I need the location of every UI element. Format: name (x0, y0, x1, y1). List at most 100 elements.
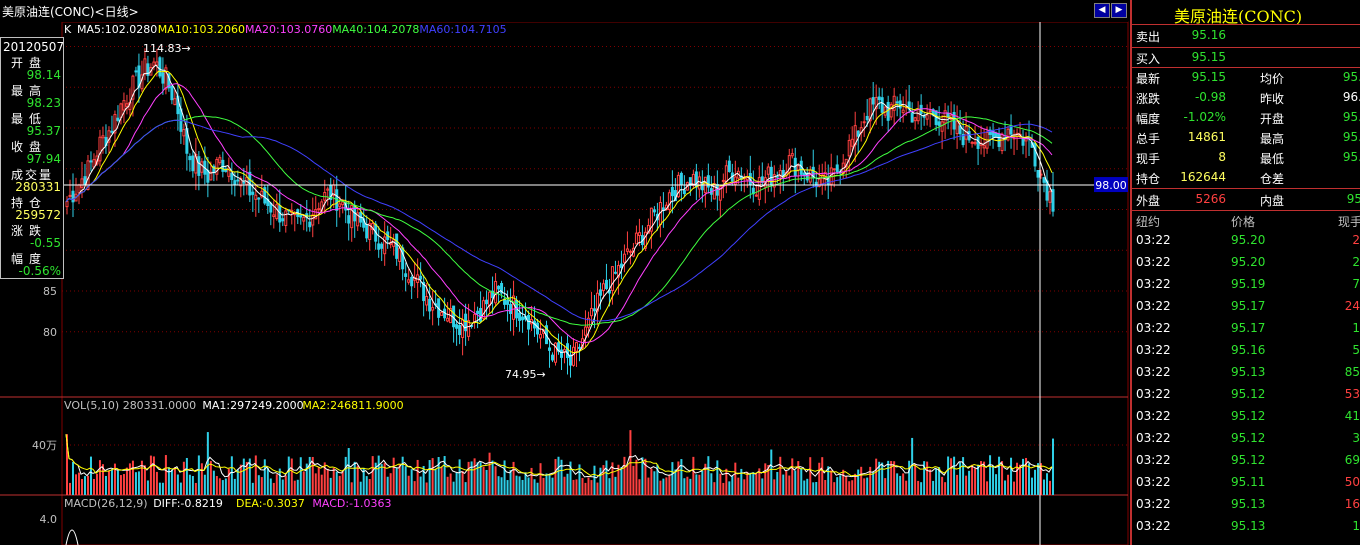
volume-legend-item: MA2:246811.9000 (302, 399, 403, 412)
volume-bar (398, 464, 401, 495)
volume-bar (890, 460, 893, 495)
candle (769, 166, 773, 185)
candle (536, 322, 540, 335)
info-oi: 259572 (15, 208, 61, 222)
oi-label: 持仓 (1136, 172, 1161, 186)
volume-bar (464, 482, 467, 495)
candle (71, 190, 75, 203)
volume-bar (368, 479, 371, 495)
candle (856, 130, 860, 137)
candle (607, 289, 611, 294)
volume-bar (830, 470, 833, 495)
candle (955, 120, 959, 135)
volume-bar (140, 460, 143, 495)
volume-bar (413, 481, 416, 495)
volume-bar (728, 481, 731, 495)
volume-bar (491, 460, 494, 495)
volume-bar (479, 462, 482, 495)
min-price-label: 74.95→ (505, 368, 546, 381)
info-change-label: 涨跌 (11, 224, 48, 238)
candle (197, 156, 201, 176)
candle (622, 253, 626, 263)
candle (65, 201, 69, 208)
info-close: 97.94 (26, 152, 61, 166)
outer-value: 5266 (1195, 192, 1226, 206)
volume-bar (350, 482, 353, 495)
volume-bar (257, 475, 260, 495)
volume-bar (200, 463, 203, 495)
volume-bar (689, 478, 692, 495)
volume-bar (380, 464, 383, 495)
candle (275, 204, 279, 220)
volume-bar (908, 460, 911, 495)
legend-item: MA5:102.0280 (77, 23, 157, 36)
volume-bar (596, 482, 599, 495)
next-arrow-icon[interactable]: ▶ (1111, 3, 1127, 18)
candle (410, 276, 414, 287)
candle (368, 223, 372, 240)
candle (521, 316, 525, 321)
candle (733, 176, 737, 185)
volume-bar (353, 461, 356, 495)
volume-bar (737, 477, 740, 495)
volume-bar (98, 460, 101, 495)
candle (500, 283, 504, 294)
volume-bar (626, 464, 629, 495)
chart-area[interactable]: 80 85 40万 4.0 98.00 114.83→ 74.95→ K MA5:102.028… (0, 0, 1130, 545)
volume-bar (881, 462, 884, 495)
tick-qty: 24 (1344, 299, 1360, 313)
candle (317, 208, 321, 211)
candle (880, 97, 884, 113)
volume-bar (86, 475, 89, 495)
candle (676, 174, 680, 198)
volume-bar (275, 474, 278, 495)
candle (772, 174, 776, 188)
volume-bar (92, 478, 95, 495)
volume-bar (638, 479, 641, 495)
tick-qty: 2 (1352, 233, 1360, 247)
candle (889, 104, 893, 118)
volume-bar (938, 467, 941, 495)
volume-bar (395, 467, 398, 495)
low-label: 最低 (1260, 152, 1285, 166)
candle (476, 310, 480, 315)
tick-qty: 7 (1352, 277, 1360, 291)
candle (910, 112, 914, 123)
quote-row-pct: 幅度 -1.02% 开盘 95. (1136, 110, 1360, 130)
chart-title-bar: 美原油连(CONC)<日线> ◀ ▶ (0, 0, 1128, 22)
volume-bar (218, 478, 221, 495)
volume-bar (953, 456, 956, 495)
volume-bar (407, 475, 410, 495)
candle (170, 85, 174, 101)
volume-bar (146, 480, 149, 495)
volume-bar (500, 477, 503, 495)
tick-qty: 2 (1352, 255, 1360, 269)
prev-arrow-icon[interactable]: ◀ (1094, 3, 1110, 18)
volume-bar (149, 455, 152, 495)
candle (383, 236, 387, 255)
candle (835, 164, 839, 173)
volume-bar (422, 465, 425, 495)
volume-bar (566, 473, 569, 495)
volume-bar (308, 456, 311, 495)
candle (712, 183, 716, 200)
volume-bar (545, 473, 548, 495)
candle (652, 209, 656, 213)
candle (727, 160, 731, 173)
tick-row: 03:22 95.13 16 (1136, 497, 1360, 519)
tick-qty: 16 (1344, 497, 1360, 511)
candle (311, 214, 315, 226)
candle (595, 292, 599, 312)
volume-bar (644, 458, 647, 495)
volume-bar (749, 472, 752, 495)
volume-bar (116, 470, 119, 495)
volume-bar (980, 461, 983, 495)
candle (77, 184, 81, 194)
volume-bar (74, 474, 77, 495)
volume-bar (83, 476, 86, 495)
candle (964, 126, 968, 140)
tick-row: 03:22 95.13 1 (1136, 519, 1360, 541)
candle (586, 317, 590, 328)
volume-bar (416, 459, 419, 495)
candle (814, 181, 818, 188)
